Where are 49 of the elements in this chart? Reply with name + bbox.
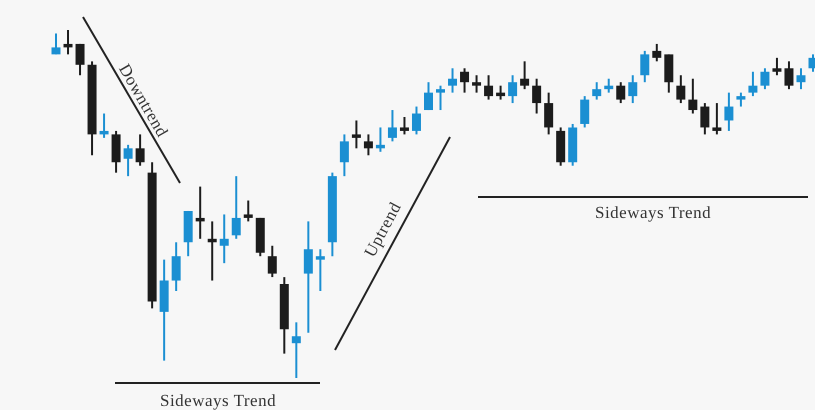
candlestick [616,81,626,104]
candlestick [460,67,470,94]
candlestick [208,220,217,282]
candlestick [472,74,482,94]
candlestick [724,92,734,132]
candlestick [496,84,506,101]
candlestick [232,175,241,240]
candlestick [736,92,746,108]
candlestick [340,133,349,178]
candlestick [436,84,446,112]
candlestick [412,106,421,136]
candlestick [676,74,686,104]
candlestick [640,50,650,84]
text: Sideways Trend [160,390,276,410]
candlestick [748,70,758,98]
candlestick [712,102,722,136]
candlestick [424,81,433,112]
candlestick [376,126,385,153]
candlestick [508,74,518,104]
candlestick [784,60,794,90]
candlestick [652,42,662,62]
candlestick [400,116,409,136]
candlestick [100,112,109,139]
candlestick [688,78,698,115]
candlestick [604,78,614,94]
candlestick [448,67,458,94]
candlestick [532,78,542,115]
candlestick [760,67,770,90]
candlestick [124,144,133,178]
candlestick [700,102,710,136]
candlestick [52,32,60,56]
candlestick [292,321,301,379]
candlestick [220,213,229,264]
candlestick [196,186,205,240]
candlestick [628,74,638,104]
candlestick [352,119,361,150]
candlestick [388,109,397,142]
candlestick [244,200,253,222]
candlestick [484,74,494,101]
candlestick [64,29,73,56]
candlestick [796,67,806,90]
candlestick [592,81,602,101]
candlestick [316,248,325,292]
candlestick [364,133,373,156]
annotation: Sideways Trend [595,202,712,222]
candlestick [76,42,85,76]
candlestick [772,56,782,76]
candlestick [268,244,277,278]
candlestick [520,60,530,90]
